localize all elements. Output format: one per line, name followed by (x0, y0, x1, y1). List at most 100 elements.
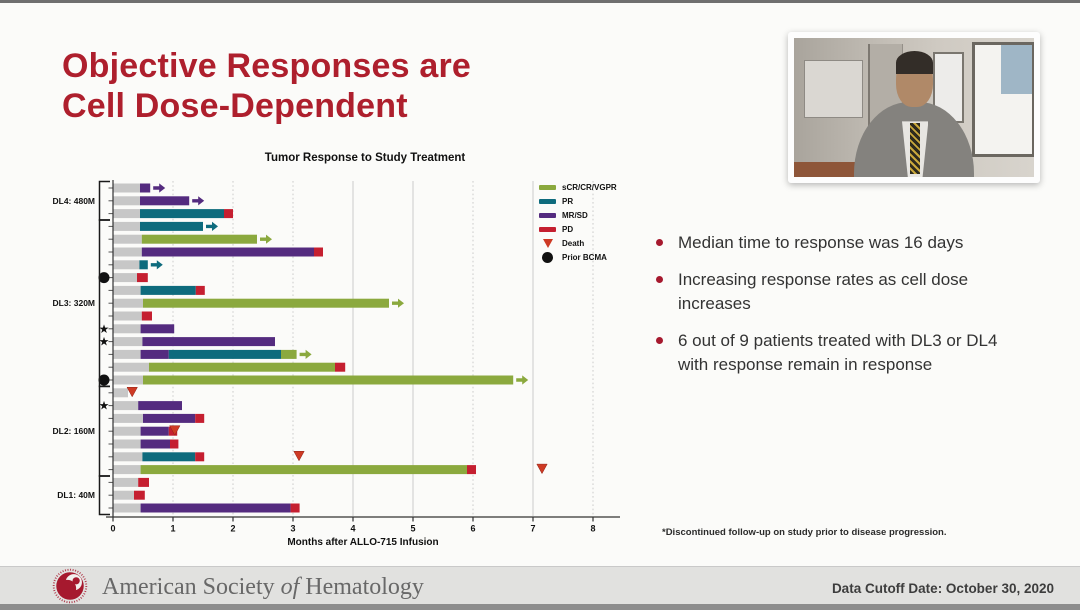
ongoing-arrow (150, 260, 163, 270)
death-marker (536, 463, 548, 475)
legend-item: Death (539, 238, 617, 249)
dose-group-label: DL1: 40M (57, 490, 95, 500)
death-marker (126, 387, 138, 398)
office-floor (794, 161, 866, 177)
ongoing-arrow (299, 349, 312, 359)
segment-pr (139, 260, 148, 270)
segment-pd (137, 273, 148, 283)
x-tick-label: 3 (290, 524, 295, 534)
segment-scr (141, 234, 257, 244)
segment-pre (113, 209, 140, 219)
segment-mrsd (140, 503, 291, 513)
key-points-list: Median time to response was 16 days Incr… (656, 231, 1024, 390)
legend-bar-swatch (539, 212, 556, 218)
legend-label: PD (562, 225, 574, 235)
x-tick-label: 4 (350, 524, 355, 534)
prior-bcma-circle-icon (542, 252, 553, 264)
segment-pre (113, 362, 149, 372)
segment-pd (141, 311, 152, 321)
segment-mrsd (138, 401, 182, 411)
chart-title: Tumor Response to Study Treatment (265, 152, 466, 164)
segment-pre (113, 490, 134, 500)
segment-pre (113, 183, 140, 193)
slide-title-line1: Objective Responses are (62, 47, 472, 85)
presenter-video-thumbnail[interactable] (788, 32, 1040, 183)
segment-pr (140, 285, 196, 295)
segment-pd (170, 439, 179, 449)
chart-footnote: *Discontinued follow-up on study prior t… (662, 527, 947, 538)
chart-legend: sCR/CR/VGPR PR MR/SD PD Death Prior BCMA (539, 182, 617, 264)
x-tick-label: 2 (230, 524, 235, 534)
discontinued-star-marker: ★ (99, 335, 110, 349)
segment-pr (140, 209, 224, 219)
segment-mrsd (140, 183, 151, 193)
segment-mrsd (140, 349, 169, 359)
segment-pre (113, 426, 141, 436)
dose-group-bracket (98, 219, 110, 388)
ongoing-arrow (260, 234, 272, 244)
segment-pre (113, 503, 141, 513)
segment-mrsd (140, 426, 169, 436)
segment-pre (113, 324, 141, 334)
x-tick-label: 5 (410, 524, 415, 534)
legend-item: PR (539, 196, 617, 207)
death-triangle-icon (542, 239, 553, 249)
discontinued-star-marker: ★ (99, 399, 110, 413)
top-border-strip (0, 0, 1080, 3)
discontinued-star-marker: ★ (99, 322, 110, 336)
segment-scr (140, 465, 467, 475)
segment-pre (113, 221, 140, 231)
segment-pre (113, 260, 140, 270)
segment-pre (113, 375, 143, 385)
segment-pre (113, 247, 142, 257)
bullet-text: Median time to response was 16 days (678, 233, 964, 252)
segment-pd (467, 465, 476, 475)
segment-pd (290, 503, 300, 513)
legend-label: Death (562, 239, 585, 249)
ongoing-arrow (206, 221, 218, 231)
ash-org-of: of (280, 574, 300, 600)
office-window-large (971, 42, 1034, 157)
segment-pre (113, 285, 141, 295)
segment-pd (224, 209, 233, 219)
prior-bcma-marker (98, 374, 110, 386)
ash-org-suffix: Hematology (299, 574, 424, 600)
bullet-text: 6 out of 9 patients treated with DL3 or … (678, 331, 998, 374)
swimmer-plot-svg: Tumor Response to Study Treatment DL4: 48… (52, 152, 620, 548)
segment-pre (113, 477, 139, 487)
tumor-response-chart: Tumor Response to Study Treatment DL4: 48… (0, 140, 660, 560)
legend-label: sCR/CR/VGPR (562, 182, 617, 192)
bullet-dot-icon (656, 239, 663, 246)
x-tick-label: 8 (590, 524, 595, 534)
segment-mrsd (140, 439, 170, 449)
x-axis-label: Months after ALLO-715 Infusion (287, 537, 438, 548)
segment-scr (149, 362, 335, 372)
segment-pre (113, 273, 137, 283)
data-cutoff-label: Data Cutoff Date: October 30, 2020 (831, 581, 1054, 596)
segment-pre (113, 298, 143, 308)
segment-pd (195, 413, 205, 423)
legend-item: PD (539, 224, 617, 235)
segment-pd (134, 490, 145, 500)
death-marker (169, 425, 181, 436)
legend-label: MR/SD (562, 210, 588, 220)
dose-group-bracket (98, 180, 110, 221)
segment-pre (113, 401, 139, 411)
legend-label: PR (562, 196, 574, 206)
bullet-dot-icon (656, 276, 663, 284)
segment-pd (138, 477, 149, 487)
prior-bcma-marker (98, 272, 110, 284)
legend-bar-swatch (539, 227, 556, 233)
legend-label: Prior BCMA (562, 253, 607, 263)
segment-mrsd (140, 324, 175, 334)
segment-scr (143, 298, 389, 308)
bullet-item: 6 out of 9 patients treated with DL3 or … (656, 329, 1024, 376)
ash-logo-icon (52, 568, 88, 604)
legend-bar-swatch (539, 184, 556, 190)
x-tick-label: 0 (110, 524, 115, 534)
segment-pre (113, 349, 141, 359)
segment-pr (140, 221, 203, 231)
segment-pre (113, 337, 143, 347)
slide-title-line2: Cell Dose-Dependent (62, 87, 408, 126)
ongoing-arrow (516, 375, 529, 385)
